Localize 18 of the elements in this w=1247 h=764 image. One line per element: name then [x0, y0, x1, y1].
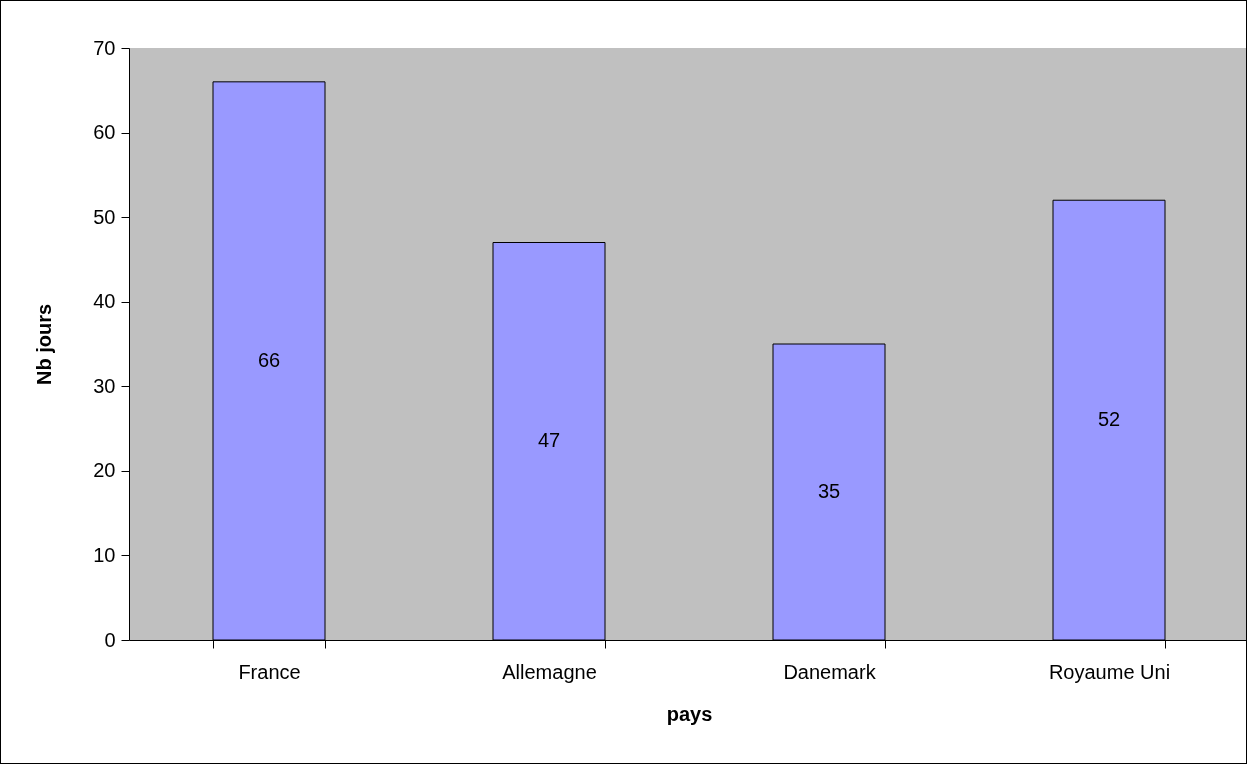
y-axis-title: Nb jours: [33, 303, 56, 386]
x-axis-title: pays: [666, 702, 713, 725]
x-tick-label: Allemagne: [502, 660, 597, 683]
y-tick-label: 10: [93, 543, 116, 566]
y-tick-label: 30: [93, 374, 116, 397]
y-tick-label: 0: [104, 628, 116, 651]
x-tick-label: France: [238, 660, 301, 683]
y-tick-label: 50: [93, 205, 116, 228]
x-tick-label: Royaume Uni: [1048, 660, 1171, 683]
x-tick-label: Danemark: [783, 660, 877, 683]
y-tick-label: 20: [93, 459, 116, 482]
y-tick-label: 40: [93, 290, 116, 313]
data-label: 52: [1097, 408, 1121, 431]
data-label: 35: [817, 480, 841, 502]
y-tick-label: 60: [93, 121, 116, 144]
y-tick-label: 70: [93, 36, 116, 59]
data-label: 66: [257, 348, 281, 371]
data-label: 47: [537, 429, 561, 452]
